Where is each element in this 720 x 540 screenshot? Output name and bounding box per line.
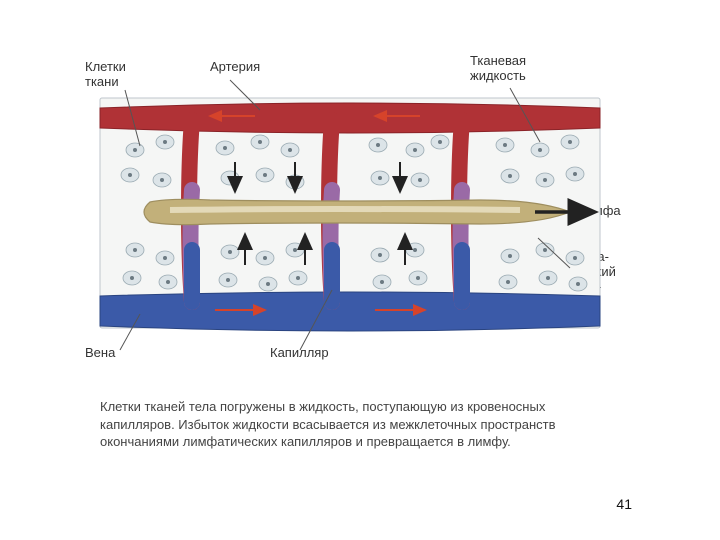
diagram-box [80, 50, 640, 380]
diagram-svg [80, 50, 640, 380]
page: Клетки ткани Артерия Тканевая жидкость Л… [0, 0, 720, 540]
caption-text: Клетки тканей тела погружены в жидкость,… [100, 398, 580, 451]
lymph-vessel [144, 199, 570, 224]
artery-vessel [100, 103, 600, 133]
vein-vessel [100, 292, 600, 331]
page-number: 41 [616, 496, 632, 512]
